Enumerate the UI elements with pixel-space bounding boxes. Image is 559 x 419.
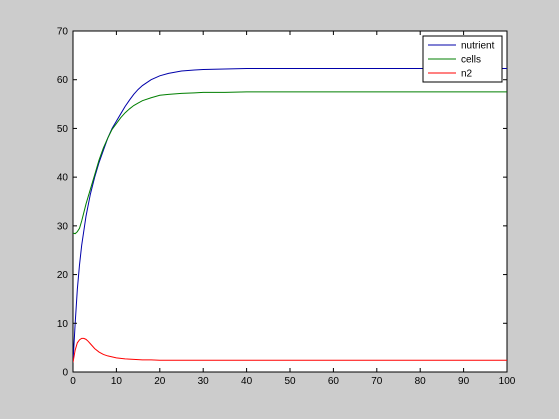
x-tick-label: 40 [241,376,253,387]
x-tick-label: 80 [415,376,427,387]
series-line-cells [73,91,507,235]
legend: nutrient cells n2 [422,35,503,83]
y-tick-label: 50 [57,124,69,135]
series-layer [73,68,507,363]
series-line-n2 [73,337,507,363]
x-tick-label: 0 [70,376,76,387]
x-tick-label: 50 [284,376,296,387]
y-tick-label: 40 [57,173,69,184]
ticks-layer: 0 10 20 30 40 50 60 70 80 90 100 0 10 20 30 40 50 60 70 [57,27,516,388]
series-line-nutrient [73,68,507,363]
legend-label-nutrient: nutrient [461,41,495,52]
y-tick-label: 70 [57,27,69,38]
y-tick-label: 0 [62,368,68,379]
x-tick-label: 90 [458,376,470,387]
x-tick-label: 100 [499,376,516,387]
y-tick-label: 60 [57,75,69,86]
x-tick-label: 10 [111,376,123,387]
y-tick-label: 10 [57,319,69,330]
x-tick-label: 70 [371,376,383,387]
y-tick-label: 30 [57,221,69,232]
legend-label-cells: cells [461,55,481,66]
plot-area [72,30,508,373]
y-tick-label: 20 [57,270,69,281]
x-tick-label: 60 [328,376,340,387]
x-tick-label: 30 [198,376,210,387]
legend-label-n2: n2 [461,69,473,80]
x-tick-label: 20 [154,376,166,387]
